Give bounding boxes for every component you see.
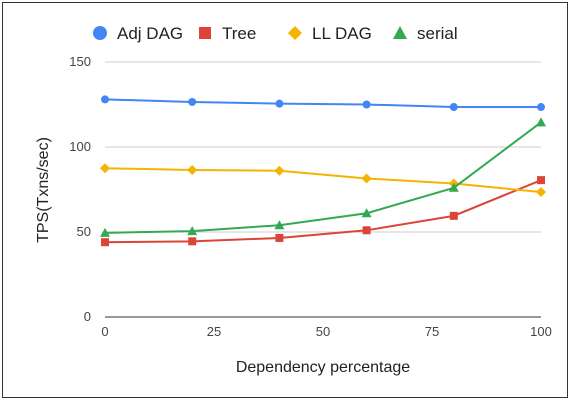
chart-frame <box>2 2 568 398</box>
x-tick-label: 25 <box>207 324 221 339</box>
series-line <box>104 98 541 109</box>
y-tick-label: 0 <box>84 309 91 324</box>
series-line <box>104 121 542 234</box>
y-axis-ticks: 0 50 100 150 <box>69 54 91 324</box>
data-point <box>187 226 198 236</box>
x-tick-label: 0 <box>101 324 108 339</box>
x-tick-label: 100 <box>530 324 552 339</box>
data-point <box>536 187 546 198</box>
data-point <box>101 95 109 104</box>
series-group <box>100 95 546 247</box>
legend-label: serial <box>417 24 458 43</box>
legend-label: Tree <box>222 24 256 43</box>
data-point <box>537 103 545 112</box>
data-point <box>275 99 284 108</box>
legend-marker <box>393 26 407 39</box>
legend-item: serial <box>393 24 458 43</box>
data-point <box>537 176 545 185</box>
series-line <box>104 179 542 244</box>
data-point <box>361 173 372 184</box>
data-point <box>188 97 197 106</box>
data-point <box>188 237 197 246</box>
data-point <box>361 208 372 218</box>
gridlines <box>105 61 541 318</box>
data-point <box>100 227 110 237</box>
x-tick-label: 75 <box>425 324 439 339</box>
data-point <box>100 163 110 174</box>
data-point <box>536 117 546 127</box>
series-ll-dag <box>100 163 546 198</box>
y-tick-label: 150 <box>69 54 91 69</box>
legend-item: LL DAG <box>288 24 372 43</box>
series-line <box>104 167 542 194</box>
y-tick-label: 50 <box>77 224 91 239</box>
data-point <box>275 233 284 242</box>
data-point <box>362 226 371 235</box>
data-point <box>448 182 459 192</box>
data-point <box>362 100 371 109</box>
data-point <box>101 238 109 247</box>
x-tick-label: 50 <box>316 324 330 339</box>
data-point <box>449 211 458 220</box>
legend-label: LL DAG <box>312 24 372 43</box>
y-tick-label: 100 <box>69 139 91 154</box>
legend-marker <box>288 26 302 40</box>
legend-label: Adj DAG <box>117 24 183 43</box>
x-axis-ticks: 0 25 50 75 100 <box>101 324 551 339</box>
series-adj-dag <box>101 95 545 112</box>
y-axis-title: TPS(Txns/sec) <box>35 137 52 243</box>
data-point <box>187 164 198 175</box>
legend-item: Tree <box>199 24 256 43</box>
legend-marker <box>199 27 211 39</box>
data-point <box>274 220 285 230</box>
legend: Adj DAG Tree LL DAG serial <box>93 24 458 43</box>
x-axis-title: Dependency percentage <box>236 359 410 376</box>
data-point <box>449 103 458 112</box>
series-tree <box>101 176 545 247</box>
series-serial <box>100 117 546 237</box>
data-point <box>274 165 285 176</box>
legend-marker <box>93 26 107 40</box>
legend-item: Adj DAG <box>93 24 183 43</box>
